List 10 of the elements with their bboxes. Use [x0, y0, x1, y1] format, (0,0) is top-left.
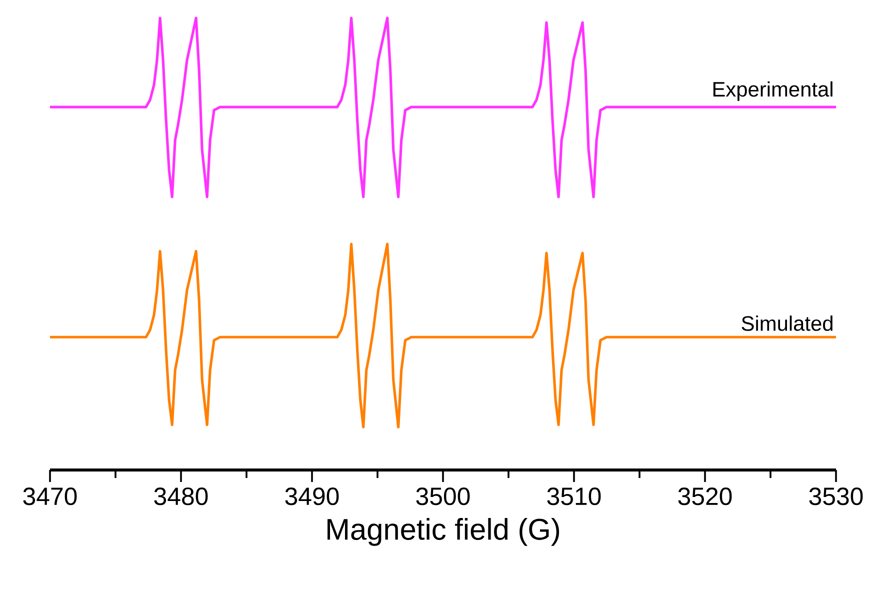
x-tick-label: 3490	[285, 488, 339, 506]
x-axis-title: Magnetic field (G)	[328, 518, 560, 546]
x-tick-label: 3470	[23, 488, 77, 506]
x-tick-label: 3510	[547, 488, 601, 506]
x-tick-label: 3500	[416, 488, 470, 506]
x-tick-label: 3530	[809, 488, 863, 506]
x-tick-label: 3520	[678, 488, 732, 506]
series-label: Simulated	[742, 316, 832, 331]
x-tick-label: 3480	[154, 488, 208, 506]
series-label: Experimental	[713, 81, 832, 101]
